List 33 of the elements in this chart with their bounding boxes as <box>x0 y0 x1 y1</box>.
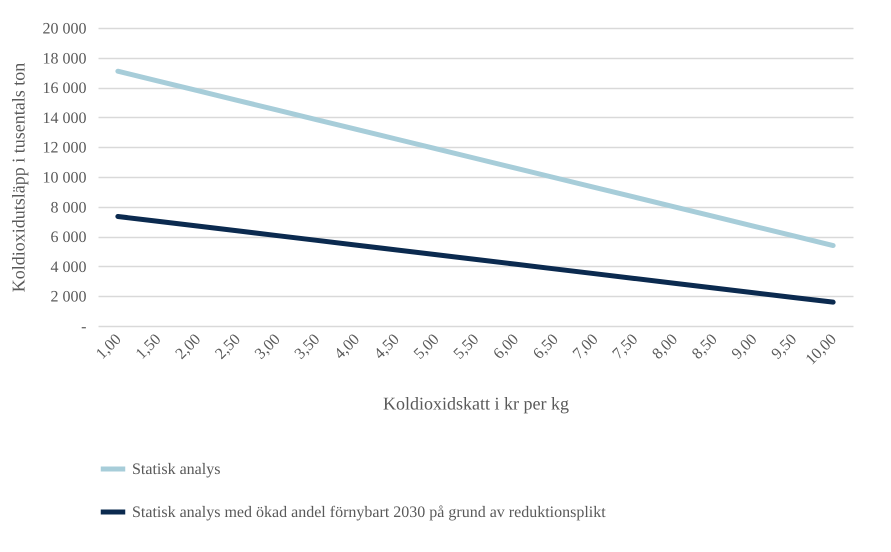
x-tick-label: 8,00 <box>649 330 682 363</box>
x-tick-label: 4,00 <box>331 330 364 363</box>
x-tick-label: 5,50 <box>450 330 482 363</box>
x-tick-label: 2,50 <box>212 330 244 363</box>
y-tick-label: 12 000 <box>42 140 86 157</box>
y-tick-label: 2 000 <box>50 288 86 306</box>
x-tick-label: 4,50 <box>371 330 403 363</box>
legend-label: Statisk analys med ökad andel förnybart 2030 på grund av reduktionsplikt <box>132 504 606 521</box>
y-tick-label: 4 000 <box>50 258 86 276</box>
x-tick-label: 1,50 <box>132 330 164 363</box>
x-tick-label: 6,00 <box>490 330 522 363</box>
y-tick-label: 16 000 <box>42 80 86 98</box>
x-tick-label: 3,00 <box>252 330 284 363</box>
x-axis-title: Koldioxidskatt i kr per kg <box>383 394 569 414</box>
y-tick-label: 20 000 <box>42 20 86 38</box>
x-tick-label: 9,50 <box>768 330 800 363</box>
x-tick-label: 1,00 <box>92 330 125 363</box>
x-tick-label: 6,50 <box>530 330 562 363</box>
x-tick-label: 7,00 <box>570 330 602 363</box>
legend-label: Statisk analys <box>132 461 220 478</box>
x-tick-label: 8,50 <box>688 330 721 363</box>
x-tick-label: 9,00 <box>728 330 761 363</box>
y-tick-label: - <box>81 318 86 336</box>
y-tick-label: 10 000 <box>42 170 86 186</box>
x-tick-label: 2,00 <box>172 330 204 363</box>
y-tick-label: 18 000 <box>42 50 86 68</box>
x-tick-label: 3,50 <box>292 330 324 363</box>
y-tick-label: 8 000 <box>50 199 86 216</box>
y-tick-label: 6 000 <box>50 229 86 246</box>
x-tick-label: 7,50 <box>609 330 642 363</box>
x-tick-label: 5,00 <box>410 330 443 363</box>
y-axis-title: Koldioxidutsläpp i tusentals ton <box>8 62 28 292</box>
y-tick-label: 14 000 <box>42 110 86 127</box>
